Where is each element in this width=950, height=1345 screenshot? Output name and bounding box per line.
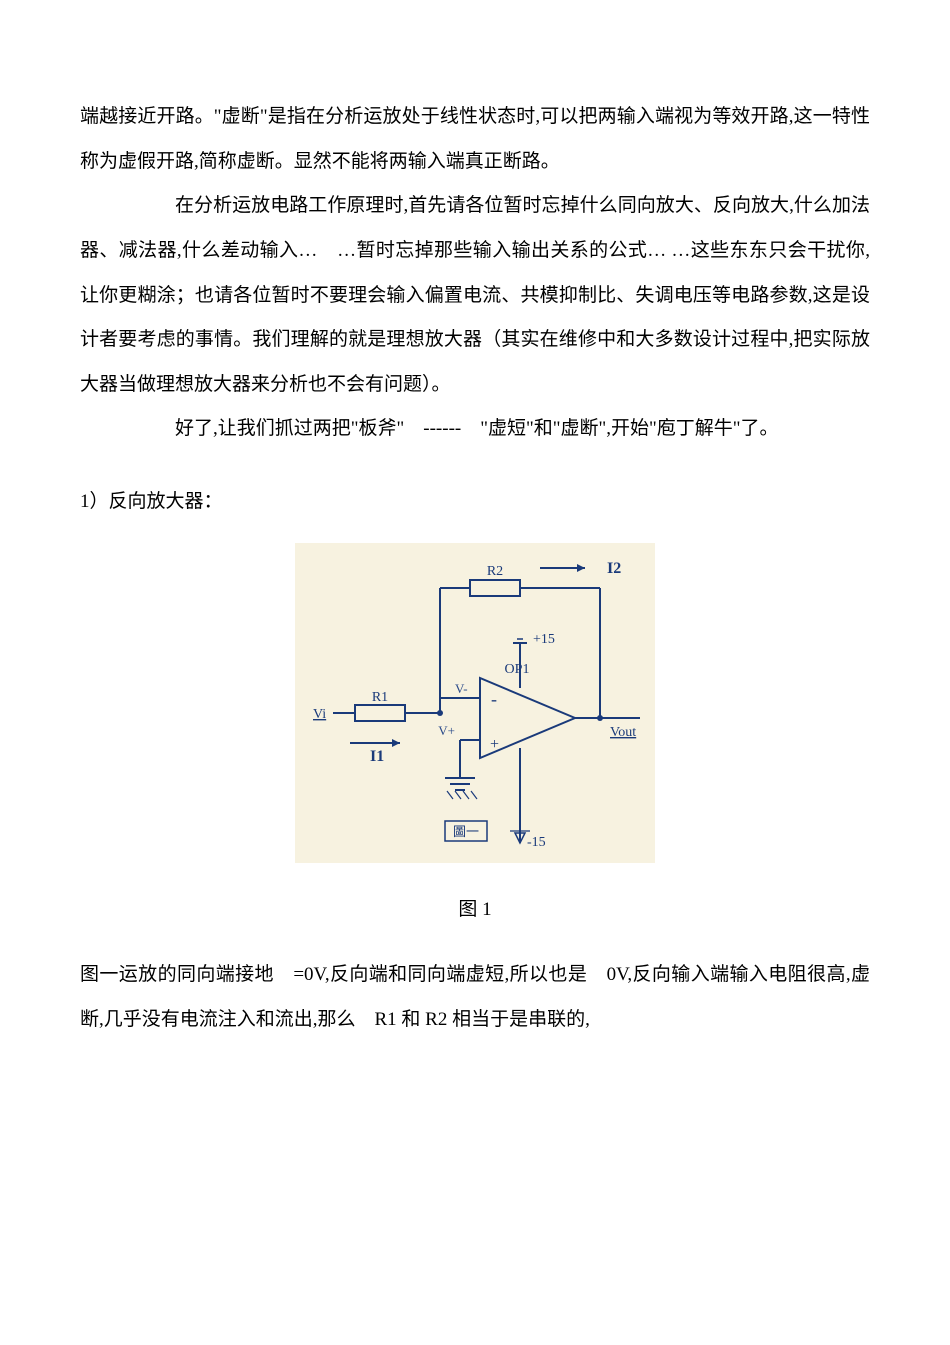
svg-text:I2: I2 — [607, 560, 621, 577]
svg-text:+15: +15 — [533, 632, 555, 647]
svg-text:圖一: 圖一 — [453, 824, 479, 839]
paragraph-3: 好了,让我们抓过两把"板斧" ------ "虚短"和"虚断",开始"庖丁解牛"… — [80, 407, 870, 452]
section-heading-1: 1）反向放大器： — [80, 480, 870, 525]
svg-text:-15: -15 — [527, 835, 546, 850]
svg-text:Vout: Vout — [610, 725, 636, 740]
figure-1-wrap: R2 I2 +15OP1- + Vout V- Vi R1 I1 V+ -15 圖一 — [80, 543, 870, 881]
svg-text:V-: V- — [455, 681, 468, 696]
svg-text:Vi: Vi — [313, 707, 326, 722]
paragraph-1: 端越接近开路。"虚断"是指在分析运放处于线性状态时,可以把两输入端视为等效开路,… — [80, 95, 870, 184]
svg-text:R2: R2 — [487, 564, 503, 579]
svg-text:I1: I1 — [370, 748, 384, 765]
svg-text:-: - — [491, 689, 497, 709]
svg-text:OP1: OP1 — [505, 662, 530, 677]
svg-text:R1: R1 — [372, 690, 388, 705]
document-page: 端越接近开路。"虚断"是指在分析运放处于线性状态时,可以把两输入端视为等效开路,… — [0, 0, 950, 1345]
paragraph-2: 在分析运放电路工作原理时,首先请各位暂时忘掉什么同向放大、反向放大,什么加法器、… — [80, 184, 870, 407]
paragraph-4: 图一运放的同向端接地 =0V,反向端和同向端虚短,所以也是 0V,反向输入端输入… — [80, 953, 870, 1042]
figure-1-caption: 图 1 — [80, 888, 870, 933]
circuit-diagram: R2 I2 +15OP1- + Vout V- Vi R1 I1 V+ -15 圖一 — [295, 543, 655, 863]
svg-text:V+: V+ — [438, 723, 455, 738]
svg-text:+: + — [490, 736, 499, 753]
